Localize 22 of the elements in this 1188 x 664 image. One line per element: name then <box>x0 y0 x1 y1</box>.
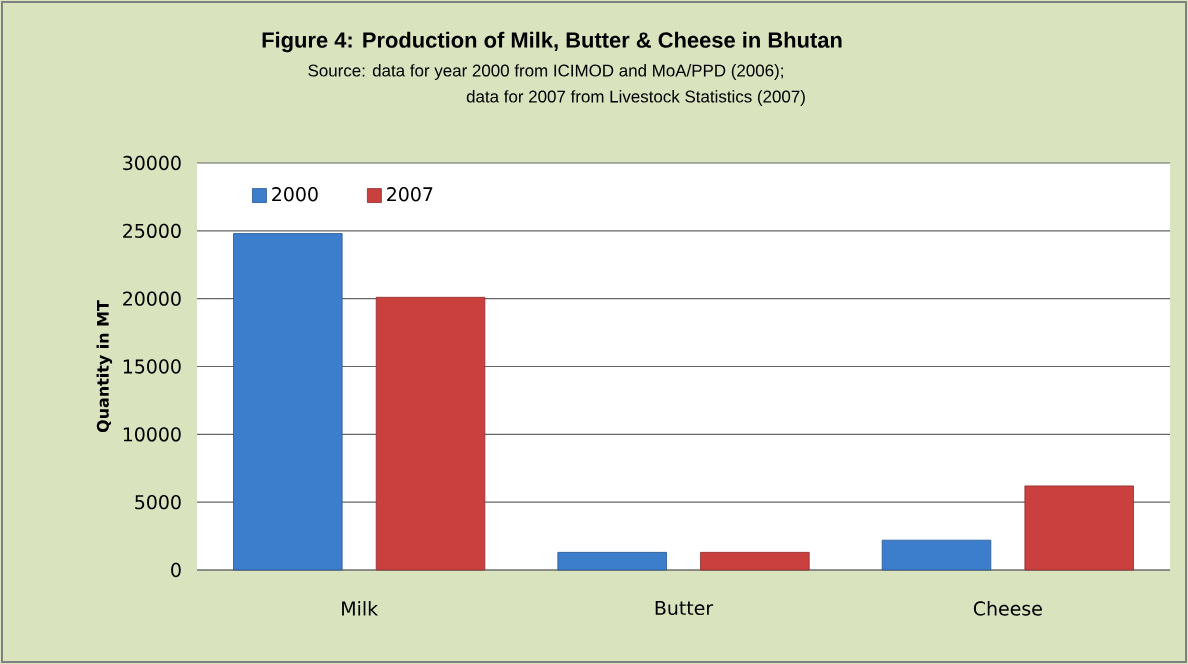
bar <box>1024 485 1134 571</box>
bar <box>557 551 667 571</box>
x-tick-label: Cheese <box>973 601 1042 616</box>
y-tick-label: 10000 <box>123 427 181 442</box>
x-tick-label: Butter <box>655 601 714 616</box>
bar <box>881 539 992 571</box>
chart-subtitle: Source: data for year 2000 from ICIMOD and MoA/PPD (2006); <box>308 64 783 80</box>
bar <box>700 551 810 571</box>
x-tick-label: Milk <box>342 601 379 616</box>
chart-title: Figure 4: Production of Milk, Butter & Cheese in Bhutan <box>262 31 842 53</box>
y-tick-label: 0 <box>171 562 181 578</box>
legend-label: 2000 <box>272 187 318 202</box>
y-tick-label: 20000 <box>123 291 181 306</box>
bar <box>375 296 486 571</box>
y-tick-label: 25000 <box>123 223 181 239</box>
y-tick-label: 5000 <box>135 495 181 510</box>
legend-label: 2007 <box>387 187 433 202</box>
y-axis-title: Quantity in MT <box>96 300 113 433</box>
y-tick-label: 15000 <box>123 359 181 374</box>
text: data for 2007 from Livestock Statistics (2007) <box>466 90 805 106</box>
bar <box>233 233 343 571</box>
y-tick-label: 30000 <box>123 155 181 171</box>
